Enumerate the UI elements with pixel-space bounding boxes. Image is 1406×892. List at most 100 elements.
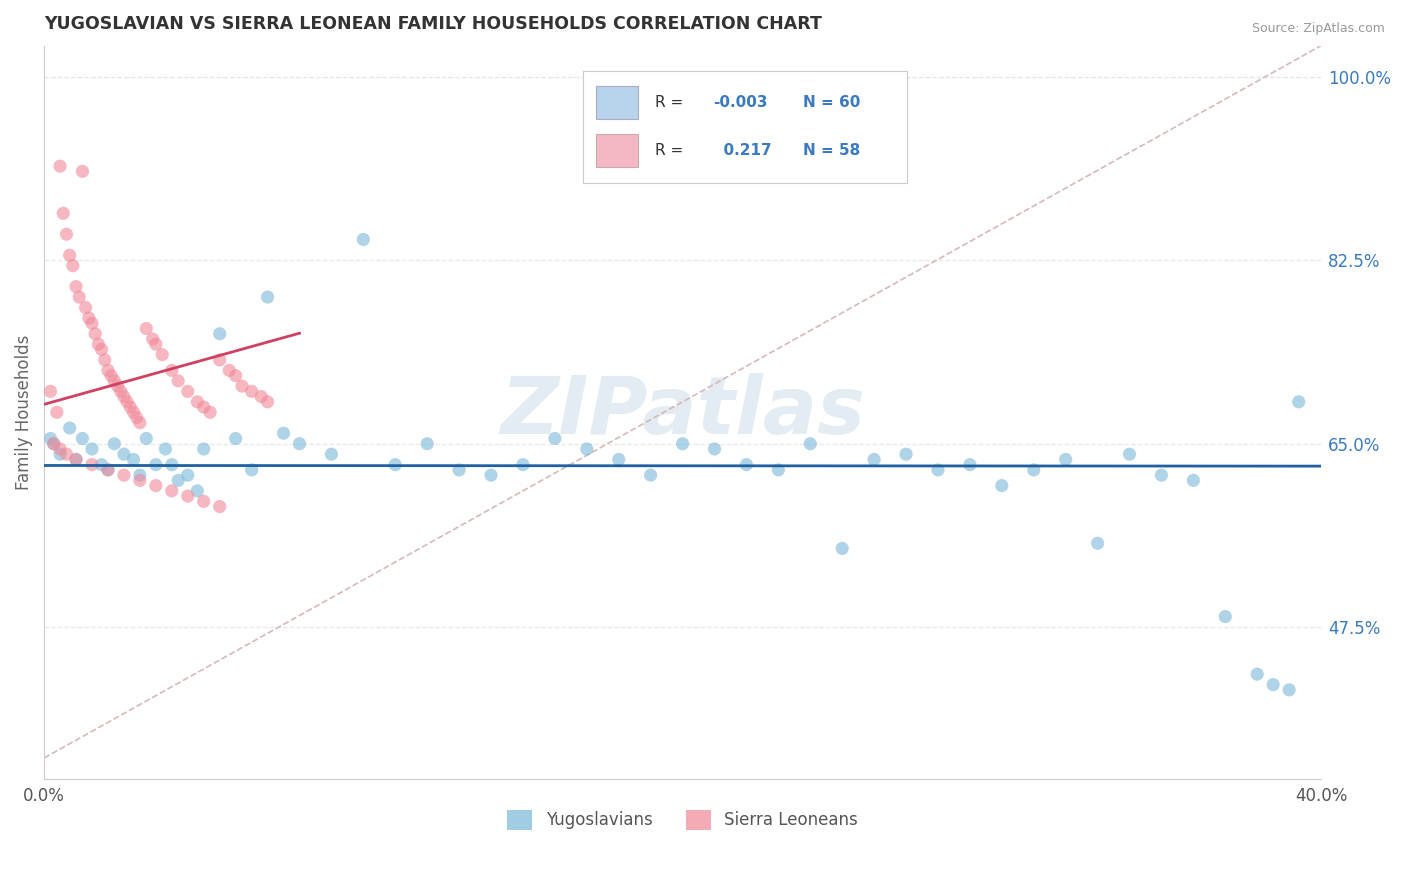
Point <box>128 468 150 483</box>
Point <box>145 458 167 472</box>
Point <box>45 405 67 419</box>
Point <box>1246 667 1268 681</box>
Point <box>49 447 72 461</box>
Point <box>1213 609 1236 624</box>
Point <box>155 442 177 456</box>
Point <box>167 374 190 388</box>
Point <box>959 458 981 472</box>
Point <box>544 432 567 446</box>
Point <box>103 436 125 450</box>
Text: ZIPatlas: ZIPatlas <box>501 373 865 451</box>
Point <box>1182 474 1205 488</box>
Point <box>384 458 406 472</box>
Point <box>67 290 90 304</box>
Text: R =: R = <box>655 95 688 110</box>
Point <box>135 432 157 446</box>
Point <box>1022 463 1045 477</box>
Point <box>208 500 231 514</box>
Point <box>240 384 263 399</box>
Point <box>90 458 112 472</box>
Point <box>97 463 120 477</box>
Point <box>218 363 240 377</box>
Point <box>208 352 231 367</box>
Point <box>193 400 215 414</box>
Point <box>863 452 886 467</box>
Point <box>177 384 200 399</box>
Point <box>100 368 122 383</box>
Point <box>512 458 534 472</box>
Point <box>640 468 662 483</box>
Point <box>84 326 107 341</box>
Point <box>416 436 439 450</box>
Text: -0.003: -0.003 <box>713 95 768 110</box>
Point <box>150 348 173 362</box>
Point <box>186 483 208 498</box>
Point <box>112 468 135 483</box>
Point <box>256 394 278 409</box>
Point <box>799 436 821 450</box>
Point <box>80 458 103 472</box>
Point <box>927 463 949 477</box>
Text: R =: R = <box>655 143 688 158</box>
Point <box>42 436 65 450</box>
Point <box>321 447 343 461</box>
Point <box>1118 447 1140 461</box>
Point <box>198 405 221 419</box>
Point <box>128 474 150 488</box>
Point <box>231 379 253 393</box>
Point <box>80 442 103 456</box>
Point <box>352 232 374 246</box>
Point <box>72 164 94 178</box>
Text: N = 58: N = 58 <box>803 143 860 158</box>
Point <box>145 337 167 351</box>
Point <box>735 458 758 472</box>
Point <box>87 337 110 351</box>
Point <box>177 468 200 483</box>
Point <box>112 447 135 461</box>
Point <box>49 159 72 173</box>
Point <box>59 421 82 435</box>
Bar <box>596 86 638 120</box>
Point <box>62 259 84 273</box>
Point <box>122 405 145 419</box>
Point <box>1087 536 1109 550</box>
Point <box>39 384 62 399</box>
Point <box>575 442 598 456</box>
Point <box>135 321 157 335</box>
Point <box>103 374 125 388</box>
Point <box>107 379 129 393</box>
Point <box>160 363 183 377</box>
Point <box>703 442 725 456</box>
Point <box>1288 394 1310 409</box>
Point <box>1150 468 1173 483</box>
Point <box>75 301 97 315</box>
Point <box>97 463 120 477</box>
Point <box>125 410 148 425</box>
Point <box>768 463 790 477</box>
Point <box>225 432 247 446</box>
Point <box>1054 452 1077 467</box>
Point <box>160 458 183 472</box>
Point <box>991 478 1014 492</box>
Point <box>479 468 502 483</box>
Point <box>1278 682 1301 697</box>
Point <box>177 489 200 503</box>
Point <box>49 442 72 456</box>
Text: Source: ZipAtlas.com: Source: ZipAtlas.com <box>1251 22 1385 36</box>
Point <box>167 474 190 488</box>
Point <box>128 416 150 430</box>
Point <box>607 452 630 467</box>
Text: N = 60: N = 60 <box>803 95 860 110</box>
Bar <box>596 134 638 168</box>
Point <box>256 290 278 304</box>
Point <box>120 400 142 414</box>
Point <box>831 541 853 556</box>
Point <box>160 483 183 498</box>
Point <box>42 436 65 450</box>
Point <box>52 206 75 220</box>
Point <box>90 343 112 357</box>
Point <box>65 279 87 293</box>
Point <box>65 452 87 467</box>
Point <box>186 394 208 409</box>
Point <box>39 432 62 446</box>
